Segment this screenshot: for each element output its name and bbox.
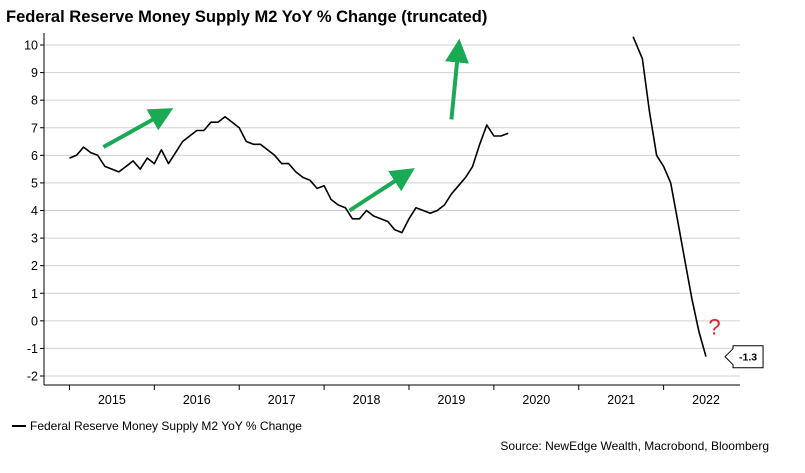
y-tick-label: 4 (31, 204, 38, 218)
annotations: ? -1.3 (102, 38, 764, 369)
y-axis-ticks: -2 -1 0 1 2 3 4 5 6 7 8 9 10 (24, 39, 44, 384)
source-note: Source: NewEdge Wealth, Macrobond, Bloom… (500, 439, 769, 453)
trend-arrow (445, 38, 469, 120)
y-tick-label: 0 (31, 314, 38, 328)
y-tick-label: -1 (27, 342, 38, 356)
y-tick-label: 3 (31, 232, 38, 246)
x-tick-label: 2016 (183, 393, 211, 407)
x-tick-label: 2017 (268, 393, 296, 407)
series-line-segment (69, 115, 509, 234)
x-tick-label: 2021 (607, 393, 635, 407)
series-group (69, 36, 707, 357)
gridlines (44, 44, 740, 377)
legend: Federal Reserve Money Supply M2 YoY % Ch… (12, 419, 302, 433)
axes (43, 33, 740, 386)
y-tick-label: 10 (24, 39, 38, 53)
y-tick-label: 1 (31, 287, 38, 301)
x-tick-label: 2018 (353, 393, 381, 407)
chart-title: Federal Reserve Money Supply M2 YoY % Ch… (6, 8, 488, 26)
series-line-segment (632, 36, 707, 357)
x-tick-label: 2020 (522, 393, 550, 407)
trend-arrow (102, 108, 174, 149)
legend-label: Federal Reserve Money Supply M2 YoY % Ch… (30, 419, 302, 433)
legend-swatch (12, 425, 26, 427)
y-tick-label: 8 (31, 94, 38, 108)
x-tick-label: 2015 (98, 393, 126, 407)
value-callout-label: -1.3 (739, 352, 757, 364)
y-tick-label: 7 (31, 121, 38, 135)
y-tick-label: -2 (27, 370, 38, 384)
trend-arrow (348, 168, 415, 213)
y-tick-label: 2 (31, 259, 38, 273)
y-tick-label: 5 (31, 176, 38, 190)
value-callout-box (724, 345, 764, 369)
x-tick-label: 2019 (438, 393, 466, 407)
question-mark: ? (708, 315, 720, 340)
x-axis-ticks: 2015 2016 2017 2018 2019 2020 2021 2022 (68, 385, 720, 407)
y-tick-label: 9 (31, 66, 38, 80)
x-tick-label: 2022 (692, 393, 720, 407)
y-tick-label: 6 (31, 149, 38, 163)
